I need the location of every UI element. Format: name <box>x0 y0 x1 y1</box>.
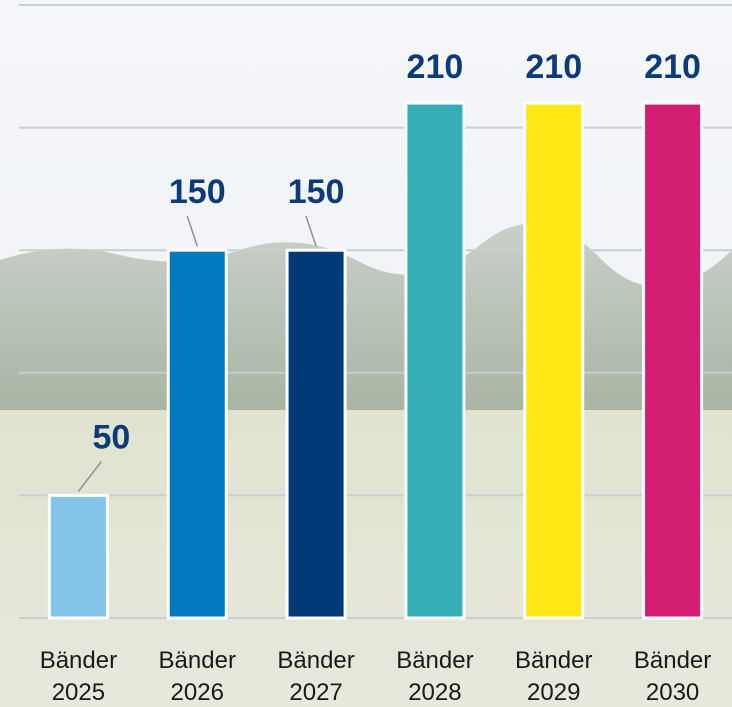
bar <box>406 103 464 618</box>
chart: 50 150 150 210 210 210 <box>0 0 732 707</box>
bar <box>525 103 583 618</box>
value-label: 50 <box>93 418 131 456</box>
bar <box>168 250 226 618</box>
x-tick-label: Bänder 2030 <box>628 645 718 707</box>
x-tick-label: Bänder 2028 <box>390 645 480 707</box>
bar <box>287 250 345 618</box>
value-label: 210 <box>407 48 464 86</box>
x-tick-label: Bänder 2026 <box>152 645 242 707</box>
value-label: 150 <box>169 173 226 211</box>
chart-root: 50 150 150 210 210 210 Bänder 2025 Bänder 2026… <box>0 0 732 707</box>
value-label: 210 <box>525 48 582 86</box>
value-label: 150 <box>288 173 345 211</box>
x-tick-label: Bänder 2025 <box>33 645 123 707</box>
x-tick-label: Bänder 2027 <box>271 645 361 707</box>
value-label: 210 <box>644 48 701 86</box>
x-tick-label: Bänder 2029 <box>509 645 599 707</box>
bar <box>644 103 702 618</box>
bar <box>49 495 107 618</box>
